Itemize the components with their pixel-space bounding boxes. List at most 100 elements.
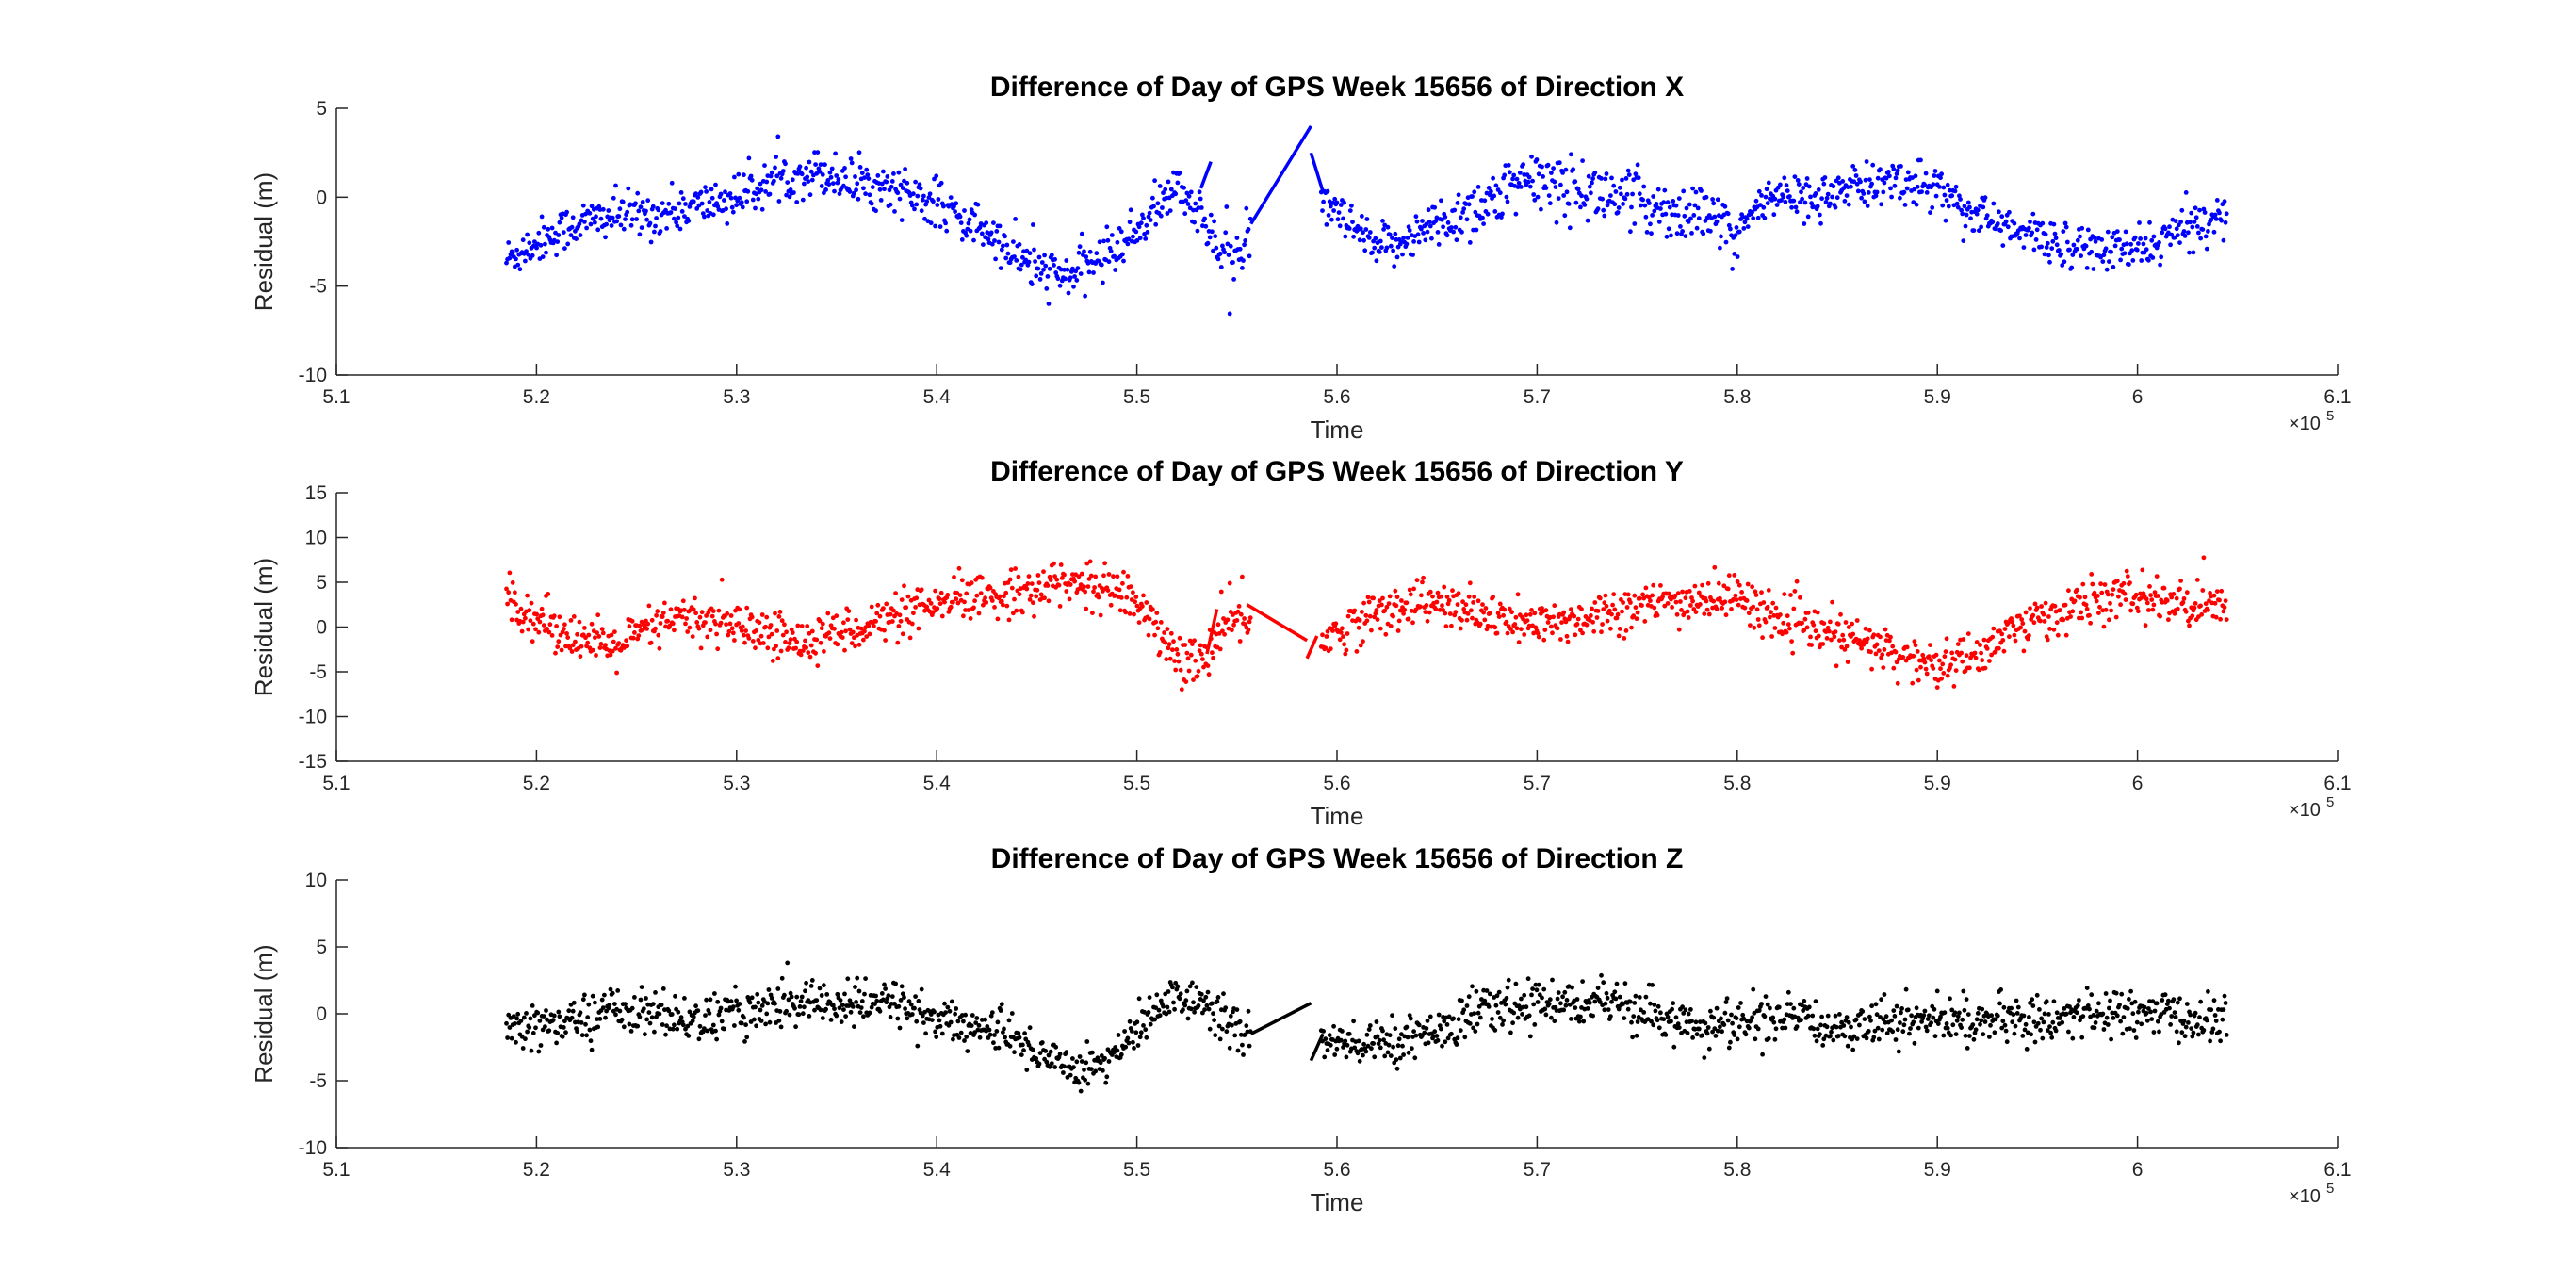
data-point [948, 1019, 954, 1025]
data-point [1133, 595, 1139, 599]
data-point [1463, 602, 1469, 608]
data-point [1780, 631, 1785, 637]
data-point [595, 1024, 601, 1030]
data-point [1335, 217, 1341, 222]
data-point [2063, 1011, 2069, 1017]
data-point [1207, 1026, 1213, 1032]
data-point [1099, 1053, 1104, 1058]
data-point [1165, 211, 1170, 216]
data-point [2067, 247, 2072, 253]
data-point [1331, 1023, 1336, 1029]
data-point [999, 1002, 1004, 1007]
data-point [2010, 1019, 2015, 1025]
data-point [1380, 595, 1385, 601]
data-point [1117, 608, 1123, 613]
data-point [1364, 1032, 1370, 1037]
data-point [1474, 227, 1479, 233]
data-point [1098, 612, 1103, 618]
data-point [815, 150, 821, 155]
data-point [1019, 262, 1024, 268]
data-point [915, 193, 921, 199]
data-point [807, 192, 813, 198]
data-point [1861, 642, 1867, 647]
x-axis-label: Time [1311, 1188, 1364, 1216]
data-point [2062, 1006, 2067, 1011]
data-point [767, 1019, 773, 1025]
data-point [1536, 982, 1541, 987]
data-point [1752, 1010, 1757, 1016]
data-point [794, 200, 800, 204]
data-point [874, 611, 880, 616]
data-point [1865, 204, 1870, 208]
data-point [1633, 605, 1639, 611]
data-point [2072, 598, 2078, 604]
data-point [1154, 992, 1160, 998]
data-point [837, 191, 842, 197]
data-point [2118, 257, 2124, 263]
data-point [884, 1000, 889, 1005]
data-point [756, 196, 761, 202]
data-point [557, 220, 562, 225]
data-point [1575, 187, 1581, 192]
data-point [1601, 607, 1606, 611]
data-point [936, 197, 941, 202]
data-point [1655, 1003, 1661, 1009]
data-point [540, 254, 546, 259]
data-point [1141, 1023, 1146, 1028]
data-point [2101, 624, 2107, 629]
data-point [1241, 1052, 1246, 1057]
data-point [1519, 627, 1524, 632]
data-point [520, 237, 526, 243]
data-point [630, 635, 636, 641]
data-point [1032, 247, 1036, 253]
data-point [695, 195, 701, 200]
data-point [1074, 278, 1080, 283]
data-point [513, 590, 517, 595]
data-point [1083, 1077, 1087, 1083]
data-point [2054, 242, 2060, 248]
x-tick-label: 5.1 [322, 1159, 350, 1181]
data-point [515, 610, 521, 614]
data-point [768, 173, 774, 179]
data-point [843, 628, 848, 634]
chart-panel-3: 5.1 5.2 5.3 5.4 5.5 5.6 5.7 5.8 5.9 6 6.1-10-50510… [250, 843, 2352, 1216]
data-point [1458, 1028, 1463, 1033]
data-point [754, 628, 758, 633]
data-point [1794, 1024, 1800, 1029]
data-point [899, 984, 905, 989]
data-point [1391, 613, 1395, 619]
data-point [1163, 991, 1168, 997]
data-point [1726, 222, 1732, 228]
data-point [866, 176, 872, 182]
data-point [1216, 631, 1222, 636]
data-point [1921, 656, 1927, 661]
data-point [1648, 598, 1653, 604]
data-point [2200, 588, 2206, 593]
data-point [1541, 174, 1545, 179]
data-point [935, 203, 940, 207]
data-point [2011, 1012, 2016, 1018]
series-points [504, 960, 2229, 1094]
data-point [1785, 188, 1790, 194]
data-point [1696, 590, 1702, 595]
data-point [2180, 600, 2186, 605]
data-point [1533, 982, 1539, 987]
data-point [1751, 604, 1756, 610]
data-point [1066, 290, 1071, 296]
data-point [1876, 648, 1882, 653]
data-point [2173, 1015, 2178, 1019]
data-point [655, 609, 660, 614]
data-point [938, 590, 944, 595]
data-point [1824, 195, 1830, 201]
data-point [2161, 585, 2167, 591]
data-point [1972, 650, 1978, 656]
data-point [546, 226, 551, 232]
data-point [737, 1002, 742, 1006]
x-tick-label: 5.9 [1924, 1159, 1951, 1181]
data-point [1035, 587, 1040, 593]
data-point [2200, 227, 2206, 233]
data-point [1689, 595, 1694, 600]
data-point [668, 210, 674, 215]
data-point [1631, 1014, 1637, 1019]
data-point [1834, 1024, 1839, 1030]
